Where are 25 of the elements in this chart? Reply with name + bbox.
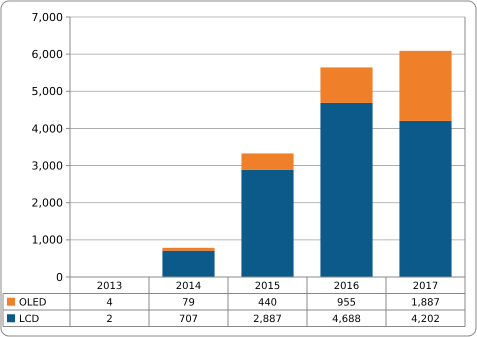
data-label: 79	[182, 297, 195, 308]
data-label: 2	[106, 314, 113, 325]
y-tick-label: 4,000	[32, 122, 63, 136]
x-tick-label: 2014	[176, 280, 202, 292]
data-label: 4	[106, 297, 113, 308]
y-tick-label: 5,000	[32, 85, 63, 98]
y-tick-label: 1,000	[32, 234, 63, 247]
data-label: 4,688	[332, 314, 361, 325]
data-label: 955	[336, 297, 356, 308]
legend-label: OLED	[19, 297, 47, 308]
x-tick-label: 2017	[412, 280, 438, 292]
y-tick-label: 3,000	[32, 159, 63, 172]
x-tick-label: 2015	[254, 280, 280, 292]
y-tick-label: 2,000	[32, 196, 63, 210]
y-tick-label: 6,000	[32, 48, 63, 61]
data-label: 707	[178, 314, 198, 325]
data-label: 4,202	[411, 314, 440, 325]
data-label: 2,887	[253, 314, 282, 325]
data-label: 1,887	[411, 297, 440, 308]
y-tick-label: 0	[56, 270, 63, 284]
data-label: 440	[258, 297, 278, 308]
x-tick-label: 2013	[96, 280, 122, 292]
x-tick-label: 2016	[334, 280, 360, 292]
legend-label: LCD	[19, 314, 40, 325]
y-tick-label: 7,000	[32, 10, 63, 24]
